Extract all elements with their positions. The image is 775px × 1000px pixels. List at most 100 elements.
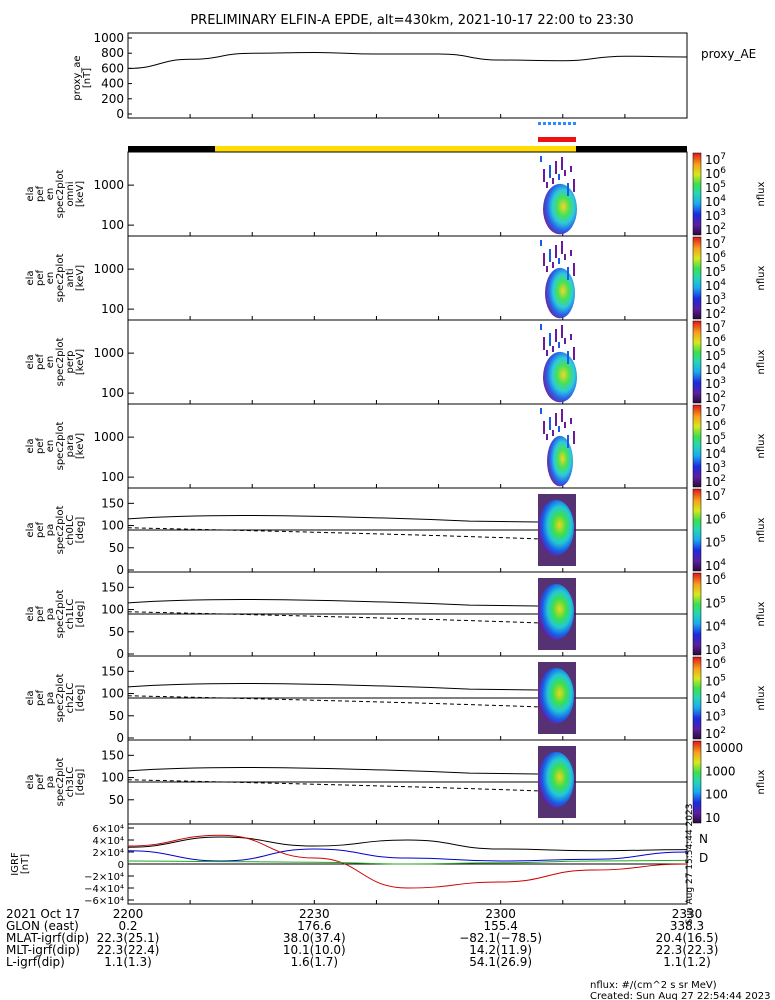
ylabel-line: pef [35, 354, 46, 371]
colorbar-label-perp: 105 [705, 348, 726, 363]
colorbar-ch3 [692, 740, 702, 824]
spectrum-noise-omni [558, 174, 560, 180]
spectrum-noise-anti [567, 267, 569, 280]
spectrum-noise-perp [543, 337, 545, 350]
anti-loss-cone-line-ch1 [127, 611, 538, 624]
colorbar-label-para: 102 [705, 474, 726, 489]
pa-spec-blob-ch2 [538, 668, 574, 724]
footer-value: 176.6 [297, 919, 331, 933]
colorbar-label-anti: 104 [705, 278, 726, 293]
ytick-para: 1000 [93, 430, 124, 444]
pa-spec-blob-ch0 [538, 500, 574, 556]
ae-ytick: 0 [116, 107, 124, 121]
spectrum-noise-omni [564, 170, 566, 176]
colorbar-label-omni: 105 [705, 180, 726, 195]
spectrum-noise-para [555, 413, 557, 426]
ylabel-line: pef [35, 270, 46, 287]
ytick-ch0: 100 [101, 519, 124, 533]
science-zone-dash [548, 122, 551, 125]
footer-value: 22.3(25.1) [97, 931, 160, 945]
ylabel-line: pa [45, 608, 56, 620]
ylabel-line: pef [35, 186, 46, 203]
igrf-d-line [127, 834, 688, 889]
footer-value: 2330 [672, 907, 703, 921]
ytick-ch1: 50 [109, 625, 124, 639]
colorbar-label-ch1: 106 [705, 572, 726, 587]
spectrum-noise-para [546, 434, 548, 440]
colorbar-label-ch2: 102 [705, 726, 726, 741]
anti-loss-cone-line-ch3 [127, 779, 538, 792]
ylabel-line: IGRF [10, 852, 21, 876]
colorbar-label-para: 106 [705, 418, 726, 433]
ytick-para: 100 [101, 470, 124, 484]
spectrum-noise-perp [573, 347, 575, 360]
colorbar-label-ch0: 104 [705, 558, 726, 573]
colorbar-label-omni: 102 [705, 222, 726, 237]
igrf-ytick: 0 [118, 860, 124, 871]
colorbar-label-omni: 107 [705, 152, 726, 167]
ylabel-ch3: ela pef pa spec2plot ch3LC [deg] [25, 758, 86, 807]
igrf-side-note: Sun Aug 27 15:54:44 2023 [685, 804, 695, 925]
igrf-ytick: −6×10⁴ [84, 896, 124, 907]
spectrum-noise-anti [561, 241, 563, 254]
ylabel-ch1: ela pef pa spec2plot ch1LC [deg] [25, 590, 86, 639]
ytick-ch0: 0 [116, 563, 124, 577]
ylabel-line: pef [35, 774, 46, 791]
footer-value: 38.0(37.4) [283, 931, 346, 945]
colorbar-unit-omni: nflux [756, 181, 767, 206]
colorbar-ch2 [692, 656, 702, 740]
ylabel-line: pef [35, 522, 46, 539]
ylabel-line: spec2plot [55, 422, 66, 471]
ylabel-line: ela [25, 438, 36, 453]
colorbar-label-ch1: 104 [705, 619, 726, 634]
igrf-legend-d: D [699, 851, 708, 865]
igrf-total-line [127, 836, 688, 852]
spectrum-noise-perp [564, 338, 566, 344]
spectrum-noise-anti [570, 250, 572, 256]
footer-label: MLAT-igrf(dip) [6, 931, 89, 945]
footer-value: 0.2 [118, 919, 137, 933]
colorbar-ch1 [692, 572, 702, 656]
ylabel-line: spec2plot [55, 590, 66, 639]
footer-note-created: Created: Sun Aug 27 22:54:44 2023 [590, 991, 770, 1000]
colorbar-label-omni: 106 [705, 166, 726, 181]
loss-cone-line-ch3 [127, 766, 538, 775]
loss-cone-line-ch1 [127, 598, 538, 607]
science-zone-dash [573, 122, 576, 125]
spectrum-noise-para [543, 421, 545, 434]
ylabel-line: [deg] [75, 601, 86, 628]
colorbar-label-anti: 105 [705, 264, 726, 279]
colorbar-label-ch2: 106 [705, 656, 726, 671]
spectrum-noise-anti [552, 262, 554, 268]
ylabel-line: ela [25, 690, 36, 705]
colorbar-unit-para: nflux [756, 433, 767, 458]
ylabel-line: [keV] [75, 433, 86, 459]
colorbar-label-perp: 102 [705, 390, 726, 405]
colorbar-unit-ch3: nflux [756, 769, 767, 794]
colorbar-label-anti: 103 [705, 292, 726, 307]
colorbar-label-ch3: 10000 [705, 741, 743, 755]
science-zone-dash [563, 122, 566, 125]
colorbar-unit-ch2: nflux [756, 685, 767, 710]
colorbar-label-omni: 103 [705, 208, 726, 223]
colorbar-para [692, 404, 702, 488]
ytick-anti: 1000 [93, 262, 124, 276]
ae-legend: proxy_AE [701, 47, 756, 61]
footer-value: 54.1(26.9) [469, 955, 532, 969]
science-zone-dash [543, 122, 546, 125]
pa-spec-blob-ch1 [538, 584, 574, 640]
footer-value: 2230 [299, 907, 330, 921]
igrf-ytick: −4×10⁴ [84, 884, 124, 895]
ytick-anti: 100 [101, 302, 124, 316]
panel-frame-para [127, 403, 688, 489]
spectrum-noise-para [540, 408, 542, 414]
spectrum-noise-perp [570, 334, 572, 340]
colorbar-label-anti: 106 [705, 250, 726, 265]
spectrum-noise-perp [549, 333, 551, 346]
spectrum-noise-para [570, 418, 572, 424]
ylabel-line: omni [65, 182, 76, 207]
ylabel-line: spec2plot [55, 758, 66, 807]
ylabel-line: pef [35, 606, 46, 623]
spectrum-noise-anti [558, 258, 560, 264]
ylabel-line: perp [65, 351, 76, 374]
